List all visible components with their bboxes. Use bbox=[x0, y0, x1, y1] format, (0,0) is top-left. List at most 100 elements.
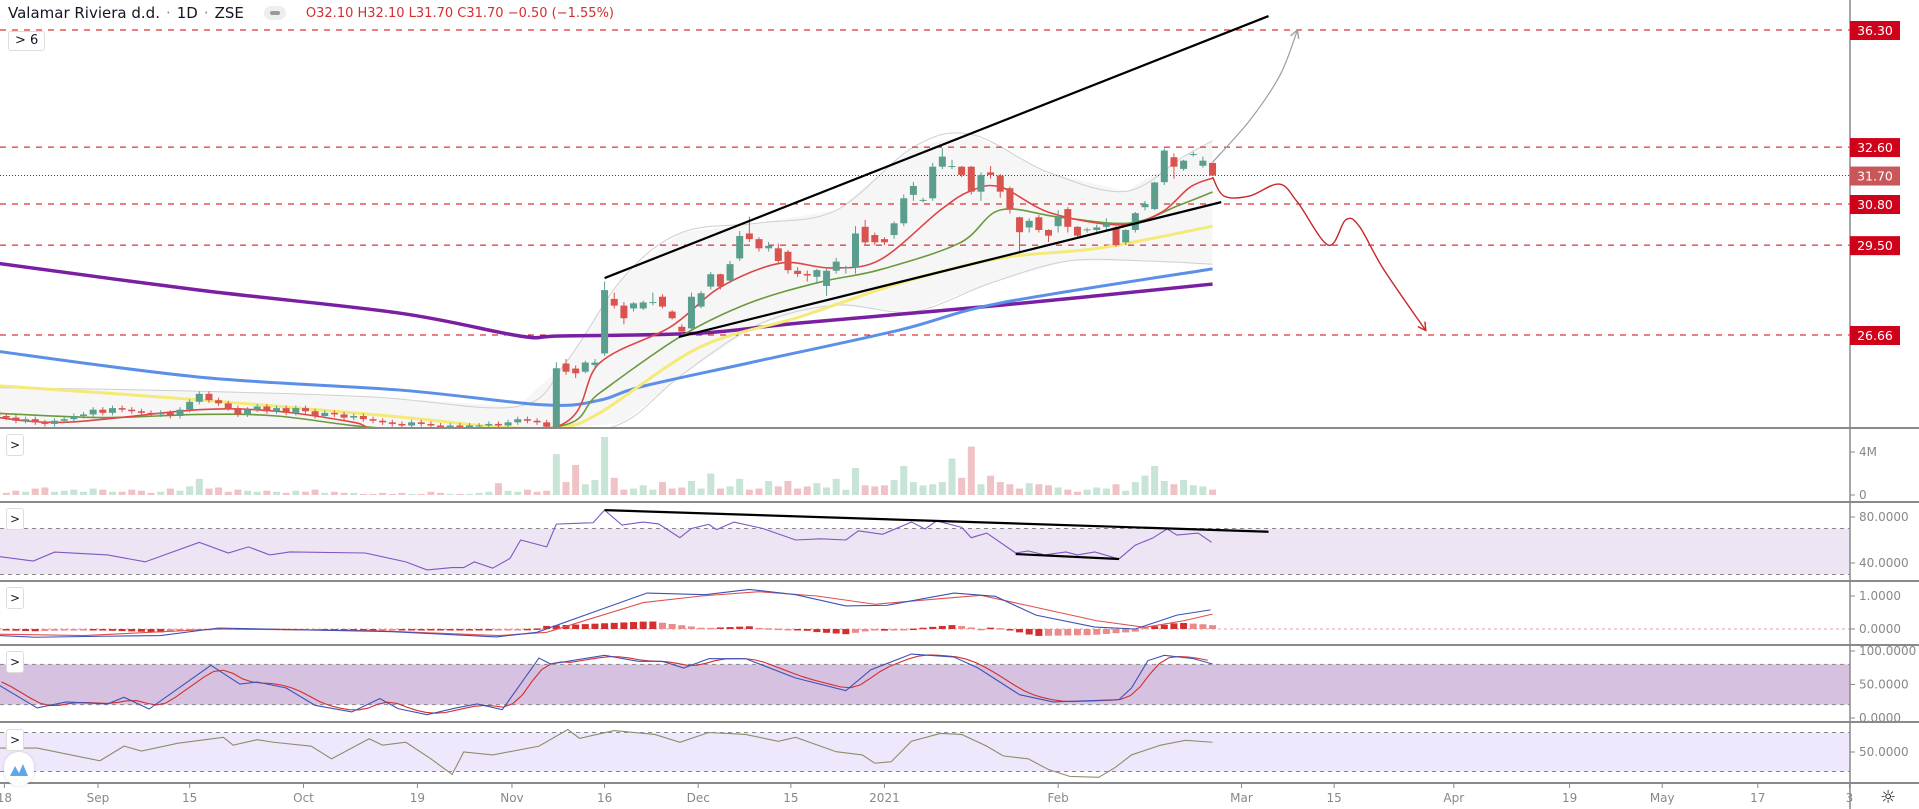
candle[interactable] bbox=[224, 400, 232, 411]
candle[interactable] bbox=[948, 159, 956, 170]
rsi-trendline[interactable] bbox=[1015, 552, 1119, 561]
candle[interactable] bbox=[330, 410, 338, 417]
candle[interactable] bbox=[99, 407, 107, 416]
candle[interactable] bbox=[301, 405, 309, 414]
candle[interactable] bbox=[736, 230, 744, 261]
candle[interactable] bbox=[630, 302, 638, 312]
rsi-trendline[interactable] bbox=[604, 509, 1269, 533]
candle[interactable] bbox=[427, 421, 435, 428]
candle[interactable] bbox=[89, 407, 97, 417]
candle[interactable] bbox=[369, 416, 377, 424]
candle[interactable] bbox=[601, 281, 609, 356]
volume-pane-toggle[interactable]: > bbox=[6, 434, 24, 456]
candle[interactable] bbox=[137, 408, 145, 416]
candle[interactable] bbox=[823, 268, 831, 296]
moving-average-ma50[interactable] bbox=[0, 224, 1213, 428]
candle[interactable] bbox=[813, 268, 821, 284]
candle[interactable] bbox=[485, 421, 493, 428]
candle[interactable] bbox=[880, 237, 888, 246]
tradingview-logo-icon[interactable] bbox=[4, 752, 34, 786]
candle[interactable] bbox=[1180, 159, 1188, 171]
candle[interactable] bbox=[620, 302, 628, 325]
candle[interactable] bbox=[1141, 200, 1149, 211]
candle[interactable] bbox=[726, 260, 734, 284]
candle[interactable] bbox=[861, 219, 869, 246]
stoch-d-line[interactable] bbox=[1, 654, 1208, 714]
projection-path-up[interactable] bbox=[1212, 29, 1299, 163]
candle[interactable] bbox=[938, 148, 946, 170]
price-level-label[interactable]: 29.50 bbox=[1850, 236, 1900, 256]
eye-icon[interactable] bbox=[263, 6, 286, 20]
candle[interactable] bbox=[359, 413, 367, 422]
price-level-label[interactable]: 32.60 bbox=[1850, 138, 1900, 158]
candle[interactable] bbox=[22, 416, 30, 424]
candle[interactable] bbox=[195, 391, 203, 405]
candle[interactable] bbox=[60, 416, 68, 424]
candle[interactable] bbox=[80, 411, 87, 419]
stoch-k-line[interactable] bbox=[0, 653, 1213, 716]
candle[interactable] bbox=[697, 291, 705, 309]
candle[interactable] bbox=[977, 172, 985, 201]
candle[interactable] bbox=[987, 166, 995, 179]
candle[interactable] bbox=[205, 391, 213, 403]
candle[interactable] bbox=[755, 237, 763, 252]
candle[interactable] bbox=[176, 407, 184, 419]
trendline-channel-lower[interactable] bbox=[678, 201, 1222, 338]
price-level-label[interactable]: 30.80 bbox=[1850, 195, 1900, 215]
candle[interactable] bbox=[552, 362, 560, 428]
oscillator-pane-toggle[interactable]: > bbox=[6, 729, 24, 751]
candle[interactable] bbox=[774, 243, 782, 265]
macd-signal-line[interactable] bbox=[0, 591, 1213, 637]
candle[interactable] bbox=[398, 421, 406, 428]
candle[interactable] bbox=[2, 413, 10, 421]
candle[interactable] bbox=[437, 422, 445, 430]
candle[interactable] bbox=[388, 419, 396, 427]
candle[interactable] bbox=[1102, 218, 1110, 230]
candle[interactable] bbox=[659, 294, 666, 309]
projection-path-down[interactable] bbox=[1211, 176, 1427, 331]
candle[interactable] bbox=[533, 418, 541, 425]
gear-icon[interactable]: ☼ bbox=[1880, 787, 1897, 808]
candle[interactable] bbox=[1073, 226, 1081, 239]
candle[interactable] bbox=[273, 405, 280, 414]
candle[interactable] bbox=[282, 405, 290, 416]
price-level-label[interactable]: 36.30 bbox=[1850, 21, 1900, 40]
candle[interactable] bbox=[803, 270, 811, 282]
price-level-label[interactable]: 26.66 bbox=[1850, 326, 1900, 346]
candle[interactable] bbox=[591, 359, 599, 369]
candle[interactable] bbox=[1016, 216, 1024, 254]
candle[interactable] bbox=[784, 249, 792, 274]
candle[interactable] bbox=[1006, 186, 1014, 214]
moving-average-ma100[interactable] bbox=[0, 267, 1213, 407]
candle[interactable] bbox=[832, 257, 840, 274]
candle[interactable] bbox=[1112, 226, 1120, 247]
rsi-pane-toggle[interactable]: > bbox=[6, 508, 24, 530]
candle[interactable] bbox=[215, 397, 223, 406]
candle[interactable] bbox=[1199, 156, 1207, 168]
candle[interactable] bbox=[166, 410, 174, 419]
trendline-channel-upper[interactable] bbox=[604, 15, 1269, 280]
candle[interactable] bbox=[311, 408, 319, 419]
candle[interactable] bbox=[108, 405, 116, 416]
candle[interactable] bbox=[581, 360, 589, 374]
candle[interactable] bbox=[958, 166, 966, 178]
current-price-label[interactable]: 31.70 bbox=[1850, 166, 1900, 186]
candle[interactable] bbox=[466, 422, 473, 430]
candle[interactable] bbox=[1189, 151, 1197, 157]
candle[interactable] bbox=[929, 162, 937, 201]
candle[interactable] bbox=[794, 267, 802, 277]
rsi-line[interactable] bbox=[0, 509, 1212, 571]
candle[interactable] bbox=[504, 419, 512, 428]
symbol-name[interactable]: Valamar Riviera d.d. bbox=[8, 4, 160, 22]
stoch-pane-toggle[interactable]: > bbox=[6, 651, 24, 673]
candle[interactable] bbox=[186, 399, 194, 413]
macd-pane-toggle[interactable]: > bbox=[6, 587, 24, 609]
candle[interactable] bbox=[456, 422, 464, 430]
candle[interactable] bbox=[234, 405, 242, 417]
candle[interactable] bbox=[340, 411, 348, 421]
candle[interactable] bbox=[51, 418, 59, 427]
candle[interactable] bbox=[1151, 181, 1159, 211]
candle[interactable] bbox=[707, 272, 715, 290]
candle[interactable] bbox=[852, 226, 859, 274]
candle[interactable] bbox=[562, 359, 570, 375]
